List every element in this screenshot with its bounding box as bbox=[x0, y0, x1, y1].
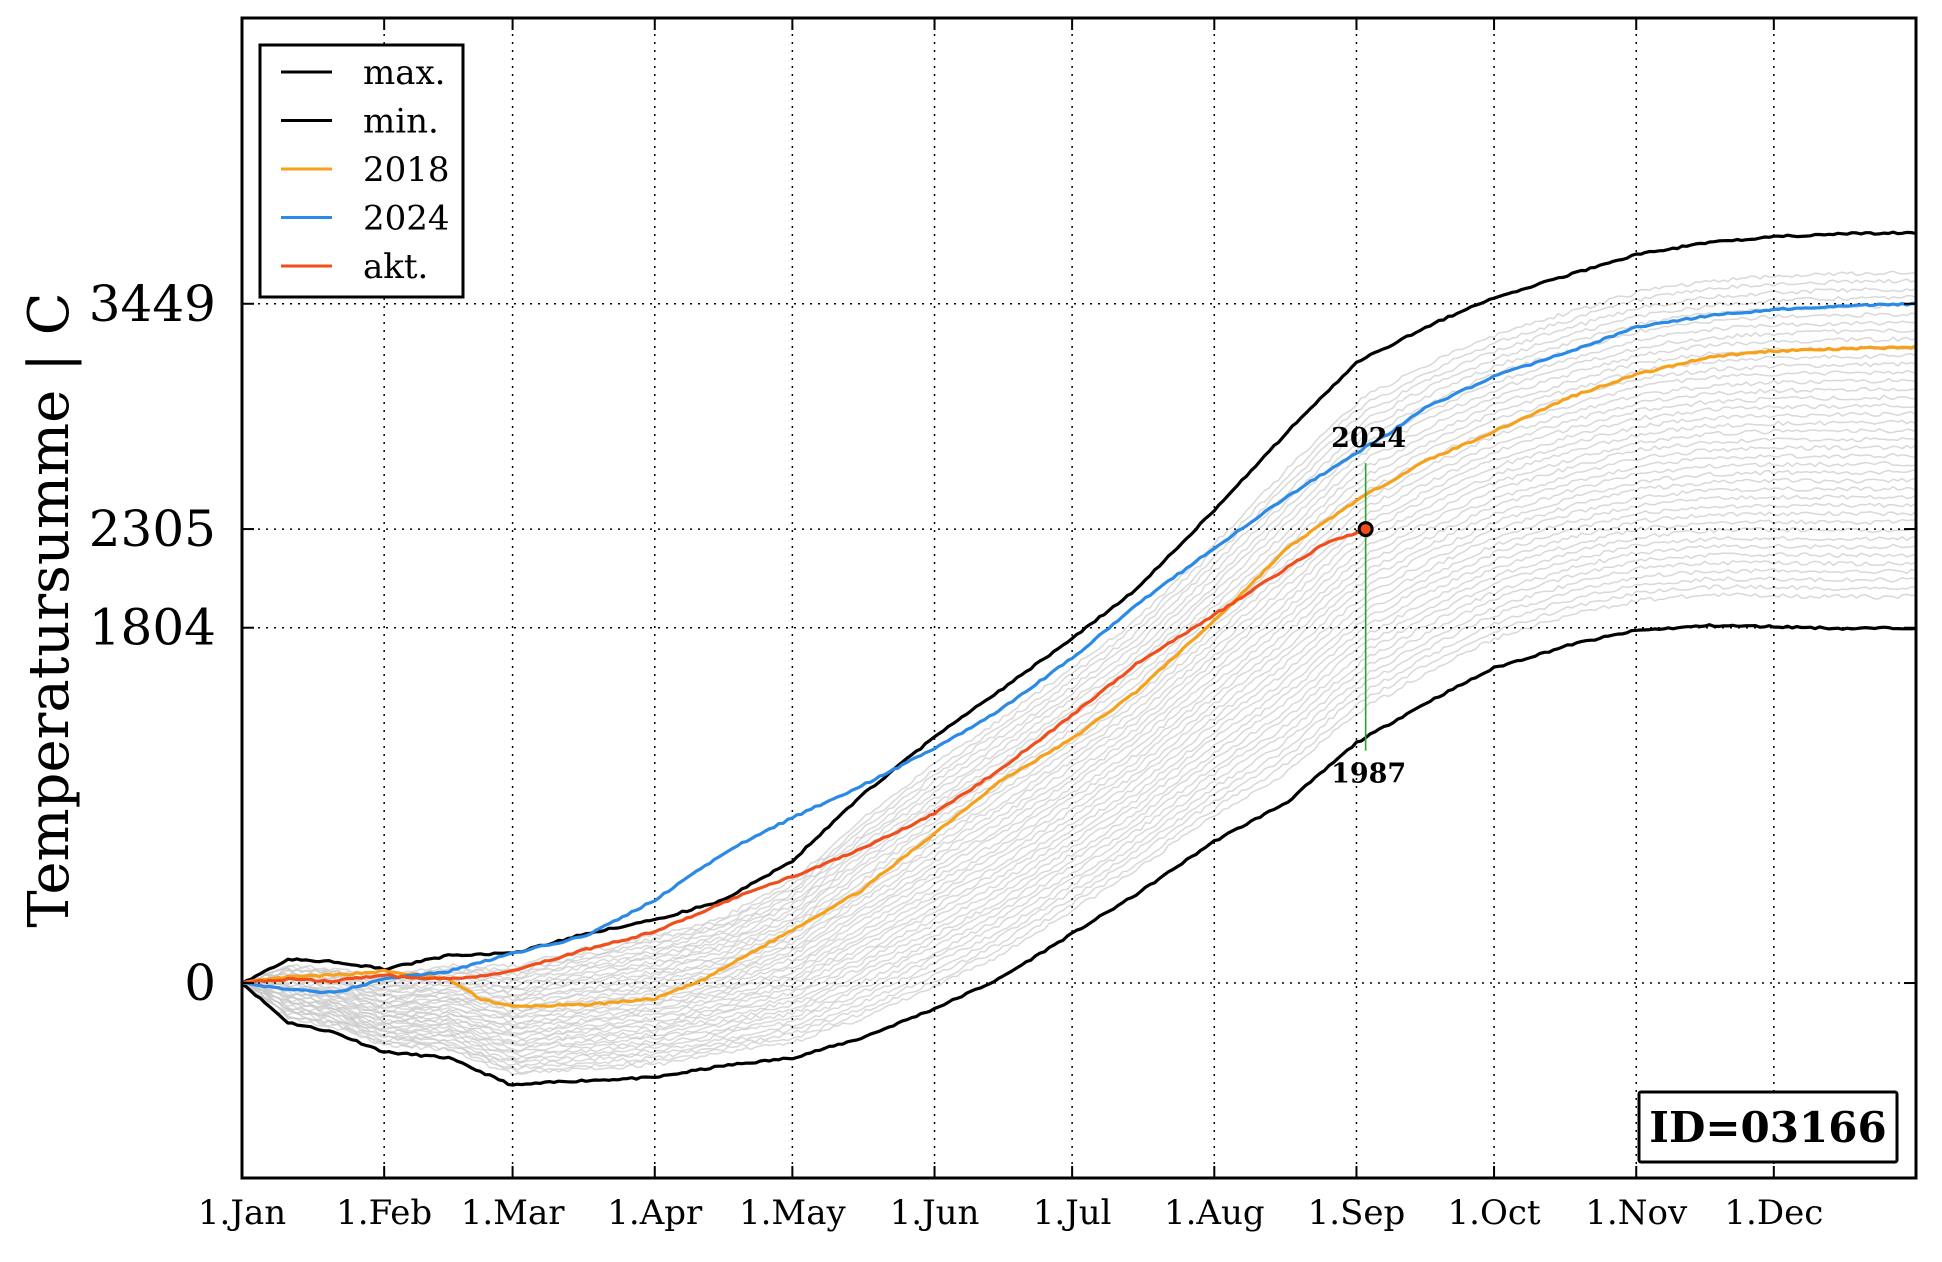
annotation-label-1987: 1987 bbox=[1331, 759, 1406, 790]
x-tick-label: 1.Nov bbox=[1585, 1193, 1688, 1233]
x-tick-label: 1.Mar bbox=[461, 1193, 566, 1233]
x-tick-label: 1.Jan bbox=[198, 1193, 286, 1233]
historical-year-line bbox=[241, 576, 1917, 1071]
series-lines bbox=[241, 230, 1917, 1087]
station-id-box: ID=03166 bbox=[1637, 1090, 1899, 1164]
legend-label: 2018 bbox=[363, 150, 450, 190]
legend-label: max. bbox=[363, 53, 446, 93]
historical-year-line bbox=[241, 502, 1917, 1046]
historical-year-line bbox=[241, 328, 1917, 991]
historical-year-line bbox=[241, 584, 1917, 1074]
plot-frame bbox=[240, 16, 1918, 1180]
series-line-2018 bbox=[241, 344, 1917, 1009]
y-tick-label: 0 bbox=[184, 954, 216, 1012]
historical-year-line bbox=[241, 377, 1917, 1004]
legend-label: min. bbox=[363, 102, 439, 142]
annotation-label-2024: 2024 bbox=[1331, 423, 1406, 454]
x-tick-label: 1.Jun bbox=[890, 1193, 980, 1233]
x-axis: 1.Jan 1.Feb 1.Mar 1.Apr 1.May 1.Jun 1.Jul 1.Aug… bbox=[198, 18, 1823, 1233]
series-line-akt bbox=[241, 528, 1366, 986]
historical-year-line bbox=[241, 419, 1917, 1018]
y-tick-label: 1804 bbox=[89, 599, 216, 657]
legend: max. min. 2018 2024 akt. bbox=[258, 43, 465, 299]
station-id-label: ID=03166 bbox=[1649, 1103, 1886, 1152]
historical-year-line bbox=[241, 444, 1917, 1026]
historical-year-line bbox=[241, 592, 1917, 1076]
series-line-2024 bbox=[241, 301, 1917, 995]
historical-year-line bbox=[241, 535, 1917, 1058]
historical-year-line bbox=[241, 361, 1917, 998]
y-tick-label: 3449 bbox=[89, 275, 216, 333]
x-tick-label: 1.Oct bbox=[1448, 1193, 1541, 1233]
y-axis: 0 1804 2305 3449 bbox=[89, 275, 1916, 1012]
historical-year-line bbox=[241, 559, 1917, 1064]
historical-year-line bbox=[241, 287, 1917, 986]
annotation-layer: 2024 1987 bbox=[1331, 423, 1406, 790]
legend-label: akt. bbox=[363, 247, 428, 287]
series-line-min bbox=[241, 623, 1917, 1087]
legend-label: 2024 bbox=[363, 199, 450, 239]
y-tick-label: 2305 bbox=[89, 500, 216, 558]
historical-year-line bbox=[241, 567, 1917, 1068]
historical-year-line bbox=[241, 510, 1917, 1048]
historical-year-line bbox=[241, 461, 1917, 1032]
historical-year-line bbox=[241, 312, 1917, 987]
current-value-marker bbox=[1357, 521, 1374, 538]
x-tick-label: 1.Dec bbox=[1724, 1193, 1823, 1233]
historical-year-line bbox=[242, 527, 1917, 1054]
y-axis-label: Temperatursumme | C bbox=[17, 292, 82, 927]
x-tick-label: 1.Sep bbox=[1308, 1193, 1406, 1233]
x-tick-label: 1.Apr bbox=[607, 1193, 703, 1233]
historical-year-line bbox=[241, 403, 1917, 1013]
x-tick-label: 1.Aug bbox=[1164, 1193, 1265, 1233]
historical-year-line bbox=[241, 485, 1917, 1041]
x-tick-label: 1.Jul bbox=[1033, 1193, 1112, 1233]
x-tick-label: 1.Feb bbox=[336, 1193, 432, 1233]
x-tick-label: 1.May bbox=[739, 1193, 847, 1233]
legend-box bbox=[258, 43, 465, 299]
historical-year-line bbox=[241, 552, 1917, 1063]
